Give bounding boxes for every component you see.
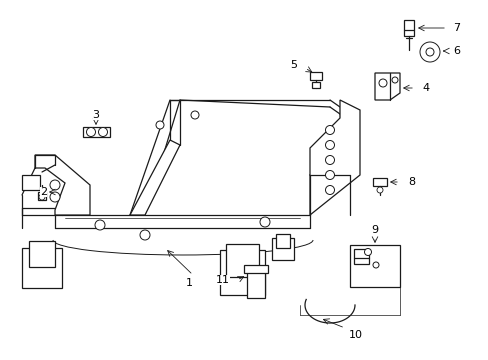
Polygon shape — [83, 127, 110, 137]
Circle shape — [325, 185, 334, 194]
Bar — [38, 192, 46, 200]
Bar — [275, 234, 289, 248]
Bar — [225, 244, 259, 277]
Circle shape — [39, 194, 45, 200]
Bar — [22, 175, 40, 190]
Circle shape — [191, 111, 199, 119]
Polygon shape — [309, 100, 359, 215]
Text: 9: 9 — [371, 225, 378, 235]
Text: 3: 3 — [92, 110, 99, 120]
Circle shape — [372, 262, 378, 268]
Text: 5: 5 — [289, 60, 296, 70]
Text: 11: 11 — [216, 275, 229, 285]
Circle shape — [325, 140, 334, 149]
Bar — [311, 82, 319, 88]
Circle shape — [50, 192, 60, 202]
Circle shape — [50, 180, 60, 190]
Bar — [29, 241, 55, 267]
Circle shape — [325, 156, 334, 165]
Text: 10: 10 — [348, 330, 362, 340]
Polygon shape — [374, 73, 399, 100]
Circle shape — [364, 248, 371, 256]
Polygon shape — [35, 155, 90, 215]
Bar — [244, 265, 267, 273]
Circle shape — [95, 220, 105, 230]
Circle shape — [156, 121, 163, 129]
Bar — [372, 178, 386, 186]
Bar — [309, 72, 321, 80]
Circle shape — [425, 48, 433, 56]
Circle shape — [325, 126, 334, 135]
Text: 2: 2 — [40, 187, 47, 197]
Circle shape — [378, 79, 386, 87]
Text: 6: 6 — [452, 46, 459, 56]
Polygon shape — [130, 140, 180, 215]
Text: 7: 7 — [452, 23, 459, 33]
Circle shape — [86, 127, 95, 136]
Bar — [22, 248, 62, 288]
Bar — [353, 249, 368, 264]
Circle shape — [376, 187, 382, 193]
Text: 4: 4 — [421, 83, 428, 93]
Circle shape — [325, 171, 334, 180]
Circle shape — [419, 42, 439, 62]
Circle shape — [391, 77, 397, 83]
Text: 1: 1 — [185, 278, 192, 288]
Bar — [403, 20, 413, 36]
Bar — [246, 270, 264, 298]
Bar — [349, 245, 399, 287]
Text: 8: 8 — [407, 177, 414, 187]
Circle shape — [260, 217, 269, 227]
Circle shape — [140, 230, 150, 240]
Bar — [220, 250, 264, 295]
Bar — [271, 238, 293, 260]
Circle shape — [98, 127, 107, 136]
